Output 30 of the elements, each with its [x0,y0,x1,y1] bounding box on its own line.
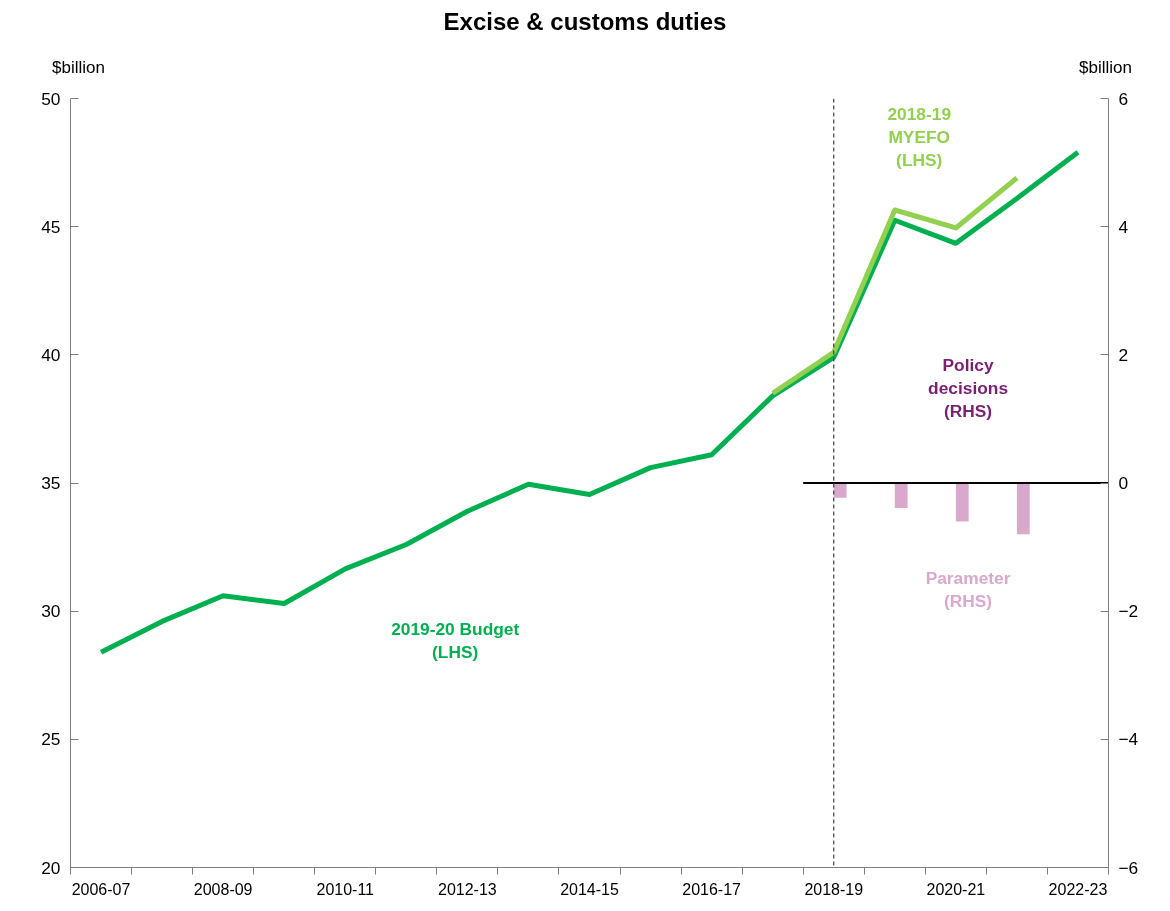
x-tick-label: 2014-15 [560,880,619,898]
y-tick-label: 45 [41,216,61,237]
x-tick-label: 2022-23 [1048,880,1108,898]
x-tick-label: 2008-09 [193,880,253,898]
x-tick-label: 2006-07 [71,880,131,898]
x-tick-label: 2016-17 [682,880,742,898]
x-tick-label: 2012-13 [438,880,497,898]
y-tick-label: 50 [41,88,61,109]
y2-tick-label: 6 [1118,88,1129,109]
y-tick-label: 35 [41,473,61,493]
text: 2019-20 Budget (LHS) [391,618,520,662]
y2-tick-label: −4 [1118,729,1139,750]
chart-title: Excise & customs duties [442,8,728,36]
series-label: Parameter (RHS) [925,567,1011,611]
x-tick-label: 2018-19 [804,880,864,898]
legend-label: Policy decisions (RHS) [928,354,1009,421]
y2-tick-label: −6 [1118,857,1139,878]
y2-tick-label: 2 [1118,344,1129,365]
x-tick-label: 2010-11 [316,880,375,898]
y-tick-label: 40 [41,344,61,365]
y-tick-label: 25 [41,729,61,750]
text: 2018-19 MYEFO (LHS) [887,103,952,170]
y2-axis-title: $billion [1079,58,1132,78]
y-axis-title: $billion [52,58,105,78]
y2-tick-label: 4 [1118,216,1129,237]
y-tick-label: 30 [41,601,61,622]
y2-tick-label: 0 [1118,473,1129,493]
x-tick-label: 2020-21 [926,880,986,898]
y-tick-label: 20 [41,857,61,878]
y2-tick-label: −2 [1118,601,1139,622]
